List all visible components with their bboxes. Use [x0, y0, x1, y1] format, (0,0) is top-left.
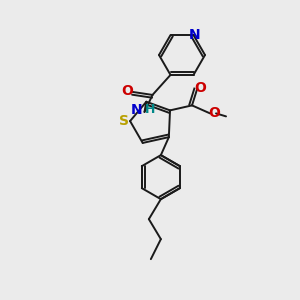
Text: S: S: [119, 114, 129, 128]
Text: H: H: [145, 103, 156, 116]
Text: N: N: [131, 103, 142, 117]
Text: O: O: [194, 81, 206, 95]
Text: O: O: [122, 84, 134, 98]
Text: N: N: [189, 28, 200, 42]
Text: O: O: [208, 106, 220, 120]
